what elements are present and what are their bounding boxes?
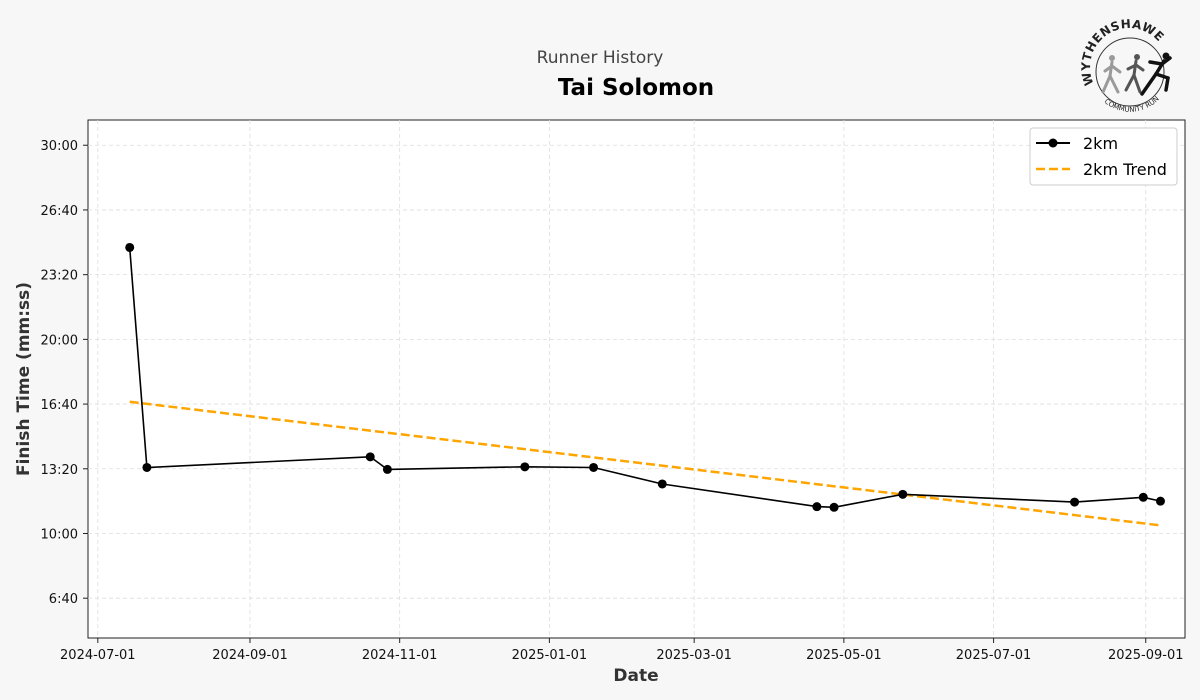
y-tick-label: 23:20 (41, 269, 78, 284)
y-tick-label: 16:40 (41, 398, 78, 413)
legend-marker-2km (1048, 138, 1058, 148)
y-axis-label: Finish Time (mm:ss) (14, 282, 34, 476)
x-tick-label: 2025-07-01 (956, 648, 1032, 663)
wythenshawe-logo: WYTHENSHAWE COMMUNITY RUN (1079, 17, 1172, 114)
y-tick-label: 10:00 (41, 527, 78, 542)
y-tick-label: 6:40 (49, 592, 78, 607)
data-point (365, 452, 375, 462)
y-tick-label: 13:20 (41, 463, 78, 478)
grid-lines (88, 120, 1185, 638)
data-point (589, 462, 599, 472)
y-tick-label: 20:00 (41, 333, 78, 348)
runner-figure-mid-icon (1124, 54, 1145, 94)
data-point (812, 502, 822, 512)
chart-title: Tai Solomon (558, 75, 714, 101)
legend-label-2km-trend: 2km Trend (1083, 160, 1167, 179)
data-point (1138, 492, 1148, 502)
y-axis: 6:40 10:00 13:20 16:40 20:00 23:20 26:40 30:00 (41, 139, 88, 607)
data-point (520, 462, 530, 472)
x-tick-label: 2024-11-01 (362, 648, 438, 663)
x-tick-label: 2025-09-01 (1108, 648, 1184, 663)
y-tick-label: 26:40 (41, 204, 78, 219)
data-point (1070, 497, 1080, 507)
runner-figure-light-icon (1101, 55, 1122, 94)
x-tick-label: 2025-05-01 (806, 648, 882, 663)
series-line-1 (129, 400, 1161, 527)
x-tick-label: 2024-07-01 (60, 648, 136, 663)
data-point (125, 242, 135, 252)
data-point (382, 464, 392, 474)
series-layer (125, 242, 1165, 527)
x-tick-label: 2024-09-01 (212, 648, 288, 663)
legend: 2km 2km Trend (1029, 127, 1178, 186)
data-point (898, 489, 908, 499)
data-point (829, 502, 839, 512)
y-tick-label: 30:00 (41, 139, 78, 154)
runner-figure-dark-icon (1140, 52, 1172, 96)
data-point (657, 479, 667, 489)
chart-suptitle: Runner History (537, 48, 664, 68)
data-point (1155, 496, 1165, 506)
legend-label-2km: 2km (1083, 134, 1118, 153)
x-tick-label: 2025-03-01 (656, 648, 732, 663)
x-tick-label: 2025-01-01 (512, 648, 588, 663)
plot-area (87, 119, 1186, 639)
x-axis-label: Date (613, 666, 658, 686)
x-axis: 2024-07-01 2024-09-01 2024-11-01 2025-01-01… (60, 638, 1184, 663)
data-point (142, 462, 152, 472)
